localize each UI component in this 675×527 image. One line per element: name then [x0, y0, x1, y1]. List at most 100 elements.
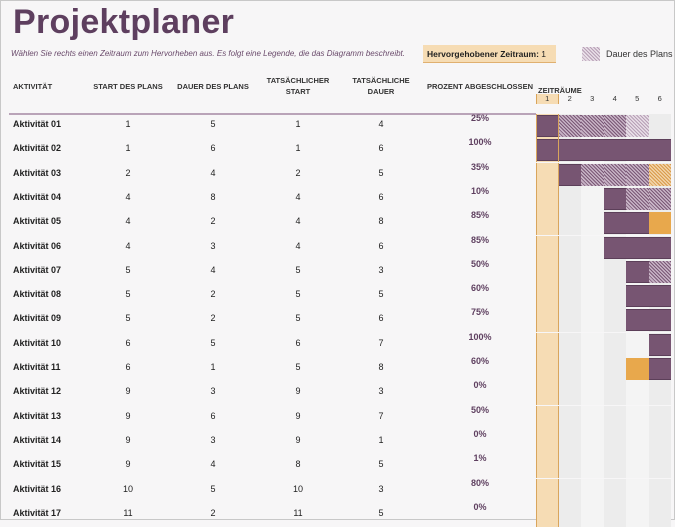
- table-row[interactable]: Aktivität 06 4 3 4 6 85%: [1, 235, 536, 260]
- gantt-cell[interactable]: [626, 235, 649, 260]
- highlight-period-value[interactable]: 1: [541, 49, 546, 59]
- table-row[interactable]: Aktivität 01 1 5 1 4 25%: [1, 113, 536, 138]
- gantt-cell[interactable]: [648, 235, 671, 260]
- gantt-cell[interactable]: [626, 186, 649, 211]
- gantt-cell[interactable]: [536, 211, 559, 236]
- gantt-cell[interactable]: [603, 429, 626, 454]
- gantt-cell[interactable]: [603, 114, 626, 138]
- gantt-cell[interactable]: [648, 211, 671, 236]
- gantt-cell[interactable]: [603, 502, 626, 527]
- gantt-cell[interactable]: [603, 186, 626, 211]
- gantt-cell[interactable]: [581, 454, 604, 479]
- gantt-cell[interactable]: [603, 138, 626, 163]
- gantt-cell[interactable]: [558, 284, 581, 309]
- table-row[interactable]: Aktivität 04 4 8 4 6 10%: [1, 186, 536, 211]
- gantt-cell[interactable]: [536, 308, 559, 333]
- gantt-cell[interactable]: [626, 332, 649, 357]
- gantt-cell[interactable]: [558, 381, 581, 406]
- gantt-cell[interactable]: [581, 186, 604, 211]
- gantt-cell[interactable]: [603, 211, 626, 236]
- table-row[interactable]: Aktivität 11 6 1 5 8 60%: [1, 356, 536, 381]
- gantt-cell[interactable]: [648, 162, 671, 187]
- gantt-cell[interactable]: [536, 284, 559, 309]
- gantt-cell[interactable]: [581, 138, 604, 163]
- gantt-cell[interactable]: [603, 454, 626, 479]
- gantt-cell[interactable]: [603, 162, 626, 187]
- gantt-cell[interactable]: [558, 211, 581, 236]
- gantt-cell[interactable]: [581, 211, 604, 236]
- table-row[interactable]: Aktivität 12 9 3 9 3 0%: [1, 380, 536, 405]
- gantt-cell[interactable]: [648, 186, 671, 211]
- gantt-cell[interactable]: [581, 162, 604, 187]
- gantt-cell[interactable]: [648, 284, 671, 309]
- gantt-cell[interactable]: [558, 454, 581, 479]
- gantt-cell[interactable]: [536, 381, 559, 406]
- gantt-cell[interactable]: [581, 308, 604, 333]
- gantt-cell[interactable]: [603, 308, 626, 333]
- gantt-cell[interactable]: [626, 284, 649, 309]
- table-row[interactable]: Aktivität 09 5 2 5 6 75%: [1, 307, 536, 332]
- gantt-cell[interactable]: [536, 357, 559, 381]
- gantt-cell[interactable]: [626, 429, 649, 454]
- table-row[interactable]: Aktivität 07 5 4 5 3 50%: [1, 259, 536, 284]
- gantt-cell[interactable]: [536, 162, 559, 187]
- gantt-cell[interactable]: [536, 186, 559, 211]
- gantt-cell[interactable]: [648, 502, 671, 527]
- gantt-cell[interactable]: [558, 478, 581, 503]
- gantt-cell[interactable]: [558, 405, 581, 430]
- gantt-cell[interactable]: [648, 114, 671, 138]
- gantt-cell[interactable]: [648, 405, 671, 430]
- gantt-cell[interactable]: [558, 138, 581, 163]
- gantt-cell[interactable]: [626, 357, 649, 381]
- gantt-cell[interactable]: [626, 308, 649, 333]
- gantt-cell[interactable]: [648, 454, 671, 479]
- gantt-cell[interactable]: [581, 235, 604, 260]
- gantt-cell[interactable]: [536, 502, 559, 527]
- gantt-cell[interactable]: [581, 478, 604, 503]
- gantt-cell[interactable]: [626, 405, 649, 430]
- gantt-cell[interactable]: [648, 478, 671, 503]
- table-row[interactable]: Aktivität 13 9 6 9 7 50%: [1, 405, 536, 430]
- table-row[interactable]: Aktivität 17 11 2 11 5 0%: [1, 502, 536, 527]
- gantt-cell[interactable]: [558, 162, 581, 187]
- gantt-cell[interactable]: [603, 235, 626, 260]
- gantt-cell[interactable]: [626, 114, 649, 138]
- gantt-cell[interactable]: [603, 381, 626, 406]
- gantt-cell[interactable]: [648, 381, 671, 406]
- gantt-cell[interactable]: [581, 381, 604, 406]
- gantt-cell[interactable]: [581, 332, 604, 357]
- gantt-cell[interactable]: [536, 138, 559, 163]
- gantt-cell[interactable]: [536, 478, 559, 503]
- gantt-cell[interactable]: [581, 357, 604, 381]
- gantt-cell[interactable]: [626, 211, 649, 236]
- gantt-cell[interactable]: [536, 259, 559, 284]
- gantt-cell[interactable]: [558, 429, 581, 454]
- gantt-cell[interactable]: [536, 114, 559, 138]
- gantt-cell[interactable]: [558, 357, 581, 381]
- gantt-cell[interactable]: [558, 186, 581, 211]
- highlight-period-field[interactable]: Hervorgehobener Zeitraum: 1: [423, 45, 556, 63]
- gantt-cell[interactable]: [626, 502, 649, 527]
- table-row[interactable]: Aktivität 14 9 3 9 1 0%: [1, 429, 536, 454]
- gantt-cell[interactable]: [603, 284, 626, 309]
- gantt-cell[interactable]: [558, 114, 581, 138]
- gantt-cell[interactable]: [536, 454, 559, 479]
- gantt-cell[interactable]: [581, 502, 604, 527]
- gantt-cell[interactable]: [603, 259, 626, 284]
- gantt-cell[interactable]: [581, 259, 604, 284]
- gantt-cell[interactable]: [603, 405, 626, 430]
- gantt-cell[interactable]: [603, 332, 626, 357]
- gantt-cell[interactable]: [626, 259, 649, 284]
- gantt-cell[interactable]: [536, 332, 559, 357]
- gantt-cell[interactable]: [603, 357, 626, 381]
- gantt-cell[interactable]: [558, 332, 581, 357]
- gantt-cell[interactable]: [626, 162, 649, 187]
- gantt-cell[interactable]: [536, 405, 559, 430]
- gantt-cell[interactable]: [626, 454, 649, 479]
- gantt-cell[interactable]: [626, 138, 649, 163]
- gantt-cell[interactable]: [648, 357, 671, 381]
- table-row[interactable]: Aktivität 05 4 2 4 8 85%: [1, 210, 536, 235]
- gantt-cell[interactable]: [558, 259, 581, 284]
- gantt-cell[interactable]: [648, 429, 671, 454]
- table-row[interactable]: Aktivität 08 5 2 5 5 60%: [1, 283, 536, 308]
